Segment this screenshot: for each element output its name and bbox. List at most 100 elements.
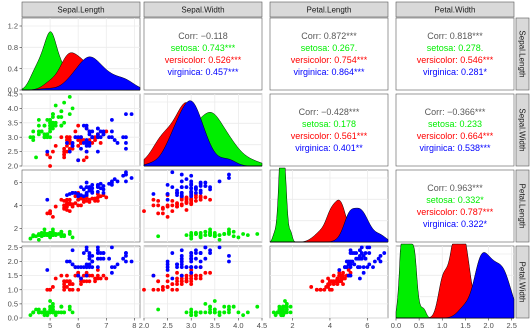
point-versicolor <box>53 143 58 148</box>
point-versicolor <box>51 149 55 154</box>
point-versicolor <box>87 273 92 278</box>
point-setosa <box>45 310 50 315</box>
point-virginica <box>110 129 114 134</box>
point-setosa <box>212 234 217 239</box>
point-setosa <box>62 100 67 105</box>
point-virginica <box>81 187 86 192</box>
point-virginica <box>90 135 95 140</box>
point-versicolor <box>81 200 86 204</box>
point-versicolor <box>62 279 67 284</box>
point-virginica <box>110 245 114 250</box>
point-virginica <box>359 245 364 250</box>
point-virginica <box>87 143 92 148</box>
point-virginica <box>198 265 203 270</box>
point-virginica <box>115 262 120 267</box>
correlation-line: Corr: −0.366*** <box>425 107 486 117</box>
panel-sepal-width-petal-width <box>395 93 515 167</box>
point-virginica <box>337 268 342 272</box>
y-tick-label: 2 <box>14 224 18 233</box>
point-versicolor <box>331 282 336 287</box>
point-virginica <box>90 265 95 270</box>
point-setosa <box>45 135 50 140</box>
point-virginica <box>348 265 353 270</box>
point-setosa <box>217 310 222 315</box>
point-setosa <box>42 310 47 315</box>
point-virginica <box>361 265 366 270</box>
point-versicolor <box>93 198 97 203</box>
y-tick-label: 0.4 <box>8 64 18 73</box>
point-setosa <box>255 232 260 236</box>
point-virginica <box>45 197 50 202</box>
point-versicolor <box>198 276 203 281</box>
point-versicolor <box>156 279 161 284</box>
point-setosa <box>34 307 38 312</box>
point-versicolor <box>98 276 103 281</box>
point-setosa <box>227 310 231 315</box>
point-setosa <box>42 132 47 137</box>
point-virginica <box>198 251 203 255</box>
point-versicolor <box>67 282 72 287</box>
point-versicolor <box>322 287 327 292</box>
y-tick-label: 6 <box>14 178 18 187</box>
point-setosa <box>48 304 52 309</box>
point-virginica <box>179 273 184 278</box>
point-virginica <box>90 253 95 258</box>
point-setosa <box>36 237 41 242</box>
point-setosa <box>42 233 47 238</box>
point-setosa <box>59 109 64 114</box>
panel-petal-length-sepal-width <box>143 169 263 243</box>
point-setosa <box>31 310 36 315</box>
point-virginica <box>365 265 370 270</box>
point-setosa <box>227 230 231 235</box>
point-versicolor <box>203 270 208 275</box>
point-setosa <box>51 310 55 315</box>
point-setosa <box>48 307 52 312</box>
point-virginica <box>112 265 117 270</box>
point-virginica <box>98 256 103 261</box>
point-setosa <box>208 307 212 312</box>
strip-top-petal-width <box>395 1 515 18</box>
point-virginica <box>98 135 103 140</box>
point-virginica <box>175 265 179 270</box>
point-versicolor <box>104 276 109 281</box>
point-virginica <box>227 259 231 264</box>
point-setosa <box>208 227 212 232</box>
point-virginica <box>203 184 208 188</box>
point-versicolor <box>175 204 179 209</box>
point-setosa <box>48 299 52 303</box>
point-virginica <box>198 188 203 193</box>
point-versicolor <box>62 285 67 289</box>
point-virginica <box>101 251 106 255</box>
point-virginica <box>81 251 86 255</box>
x-tick-label: 2.5 <box>506 321 516 330</box>
point-virginica <box>81 265 86 270</box>
point-versicolor <box>160 211 165 216</box>
strip-label-top: Sepal.Length <box>57 6 104 15</box>
point-setosa <box>42 123 47 128</box>
point-setosa <box>42 313 47 318</box>
point-virginica <box>348 248 353 253</box>
point-versicolor <box>65 273 69 278</box>
point-versicolor <box>76 123 81 128</box>
point-versicolor <box>87 279 92 284</box>
panel-sepal-width-petal-length <box>269 93 389 167</box>
point-versicolor <box>62 287 67 292</box>
point-virginica <box>165 197 170 202</box>
y-tick-label: 4.5 <box>8 90 18 99</box>
point-versicolor <box>175 287 179 292</box>
point-versicolor <box>70 287 75 292</box>
point-versicolor <box>62 149 67 154</box>
point-virginica <box>194 248 198 253</box>
point-setosa <box>236 310 241 315</box>
point-versicolor <box>184 276 189 281</box>
point-virginica <box>107 135 111 140</box>
point-versicolor <box>151 197 156 202</box>
point-virginica <box>110 182 114 187</box>
point-virginica <box>350 259 355 264</box>
correlation-line: setosa: 0.233 <box>428 119 482 129</box>
point-setosa <box>53 313 58 318</box>
point-virginica <box>129 259 134 264</box>
correlation-line: virginica: 0.457*** <box>167 67 239 77</box>
point-versicolor <box>48 164 52 168</box>
